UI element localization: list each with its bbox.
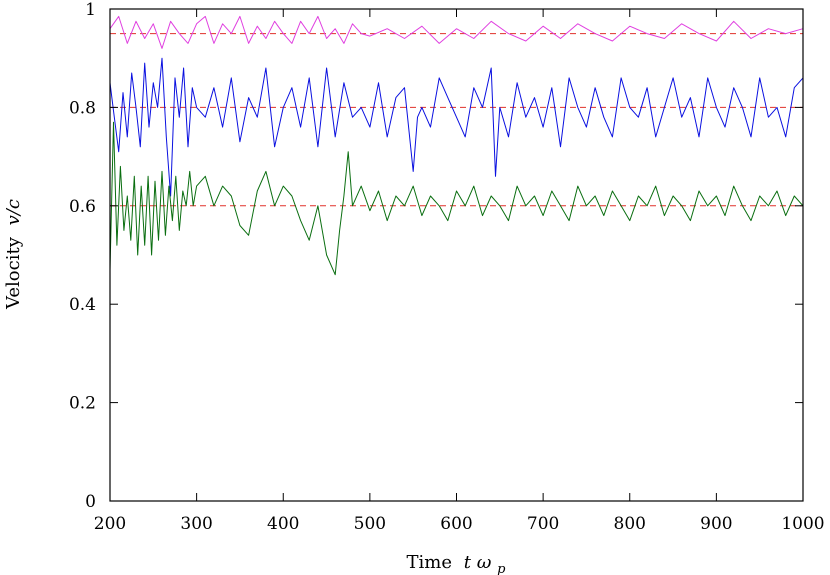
- y-tick-label: 0.4: [69, 295, 96, 315]
- series-line-0: [109, 15, 804, 49]
- x-tick-label: 400: [267, 514, 299, 534]
- x-axis-title-sub: p: [497, 562, 506, 575]
- y-axis-title-var: v/c: [3, 199, 24, 225]
- x-axis-title: Time t ω p: [407, 552, 507, 575]
- series-line-1: [109, 57, 804, 197]
- reference-lines: [110, 33, 803, 207]
- x-tick-label: 500: [354, 514, 386, 534]
- x-tick-label: 800: [614, 514, 646, 534]
- x-tick-label: 1000: [781, 514, 824, 534]
- data-series: [109, 15, 804, 276]
- x-tick-label: 300: [180, 514, 212, 534]
- x-tick-label: 200: [94, 514, 126, 534]
- y-tick-label: 0.2: [69, 394, 96, 414]
- x-axis-title-omega: ω: [477, 552, 492, 573]
- x-tick-label: 700: [527, 514, 559, 534]
- x-axis-ticks: 200 300 400 500 600 700 800 900 1000: [94, 9, 825, 534]
- y-axis-title: Velocity v/c: [3, 199, 24, 310]
- y-axis-title-text: Velocity: [3, 236, 24, 310]
- y-tick-label: 0.8: [69, 98, 96, 118]
- plot-frame: [109, 8, 804, 502]
- x-axis-title-text: Time: [407, 552, 452, 573]
- y-tick-label: 1: [85, 0, 96, 20]
- x-tick-label: 900: [700, 514, 732, 534]
- y-tick-label: 0.6: [69, 197, 96, 217]
- y-tick-label: 0: [85, 492, 96, 512]
- x-axis-title-var: t: [464, 552, 472, 573]
- y-axis-ticks: 0 0.2 0.4 0.6 0.8 1: [69, 0, 803, 512]
- x-tick-label: 600: [440, 514, 472, 534]
- series-line-2: [109, 121, 804, 276]
